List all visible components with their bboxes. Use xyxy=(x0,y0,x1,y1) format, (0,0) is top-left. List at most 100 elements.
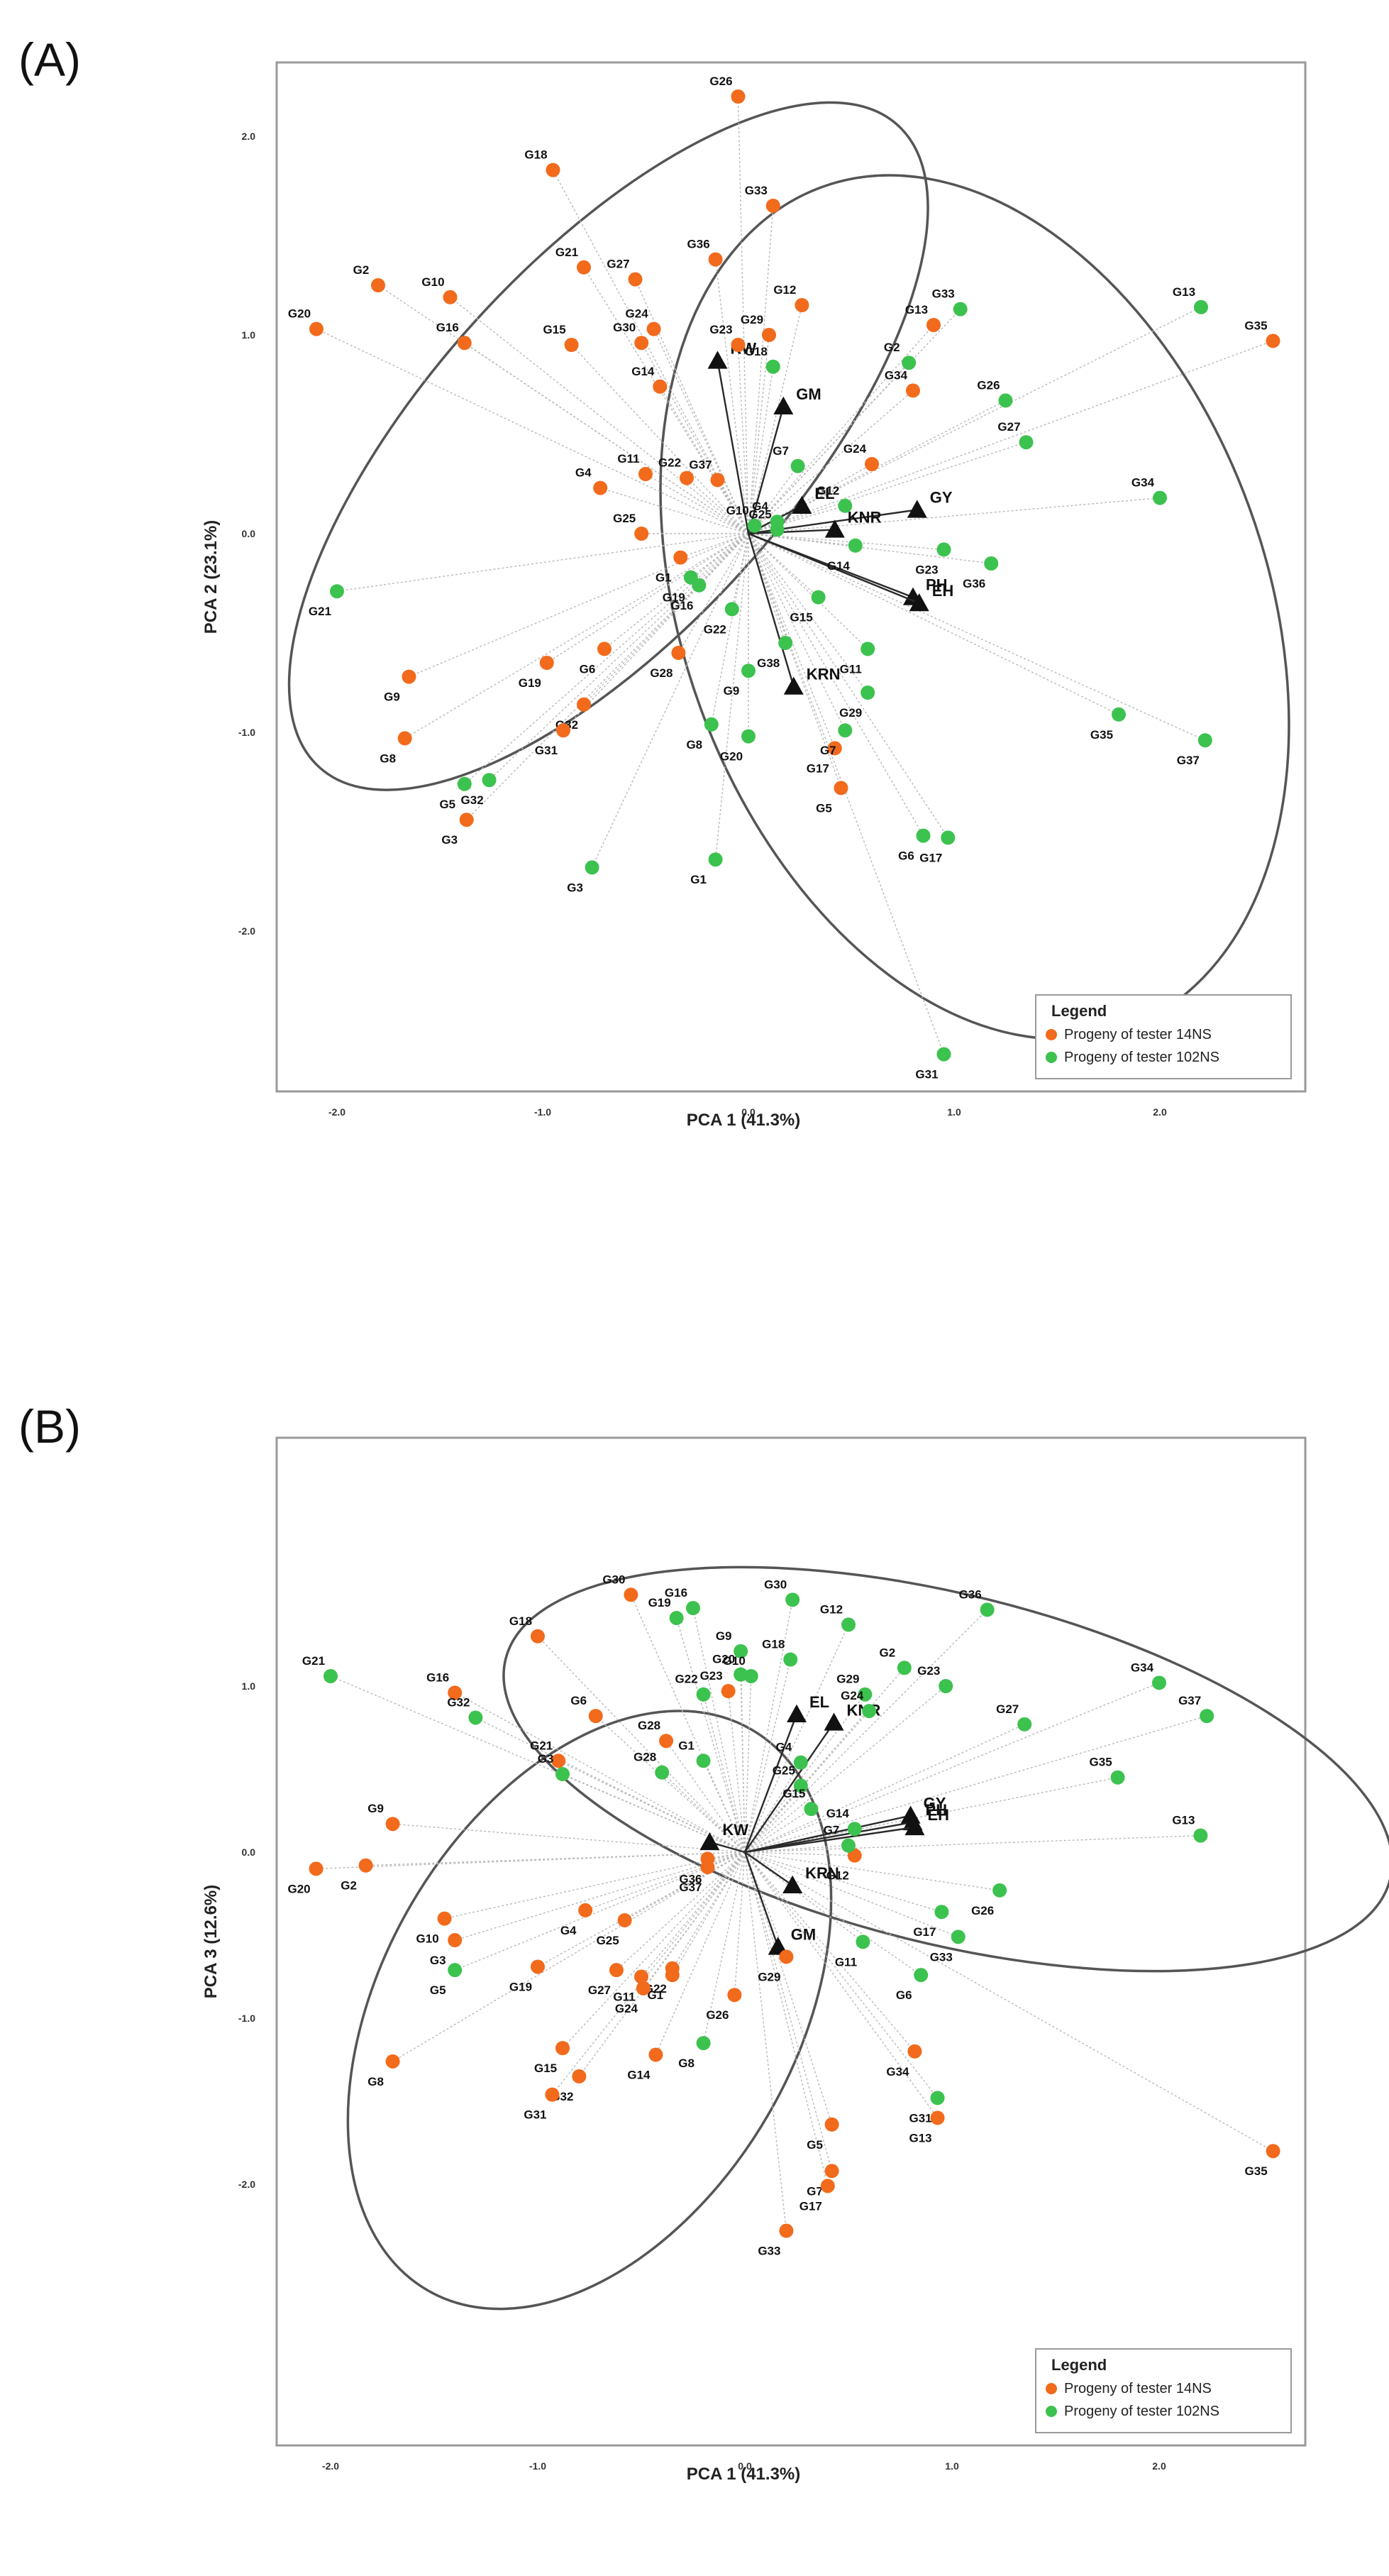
point-label: G12 xyxy=(817,484,839,497)
data-point xyxy=(865,457,879,471)
point-label: G12 xyxy=(826,1869,849,1883)
point-label: G36 xyxy=(679,1872,702,1886)
trait-vector xyxy=(747,533,795,687)
point-label: G5 xyxy=(816,801,832,815)
data-point xyxy=(448,1685,463,1700)
data-point xyxy=(593,480,608,495)
point-link xyxy=(591,533,749,868)
point-label: G19 xyxy=(648,1596,671,1609)
x-tick-label: -1.0 xyxy=(529,2460,546,2472)
point-label: G35 xyxy=(1090,1756,1112,1769)
point-label: G35 xyxy=(1090,728,1113,742)
point-label: G23 xyxy=(700,1669,723,1683)
data-point xyxy=(847,1822,862,1837)
trait-vector-head xyxy=(904,1817,925,1836)
y-tick-label: 0.0 xyxy=(242,1846,256,1858)
point-link xyxy=(680,533,749,558)
data-point xyxy=(577,697,591,712)
point-label: G34 xyxy=(1131,1661,1154,1674)
data-point xyxy=(692,578,707,593)
point-link xyxy=(744,1600,793,1853)
cluster-ellipse-2 xyxy=(346,1710,833,2311)
point-label: G24 xyxy=(626,307,649,321)
point-label: G30 xyxy=(764,1578,787,1591)
point-link xyxy=(466,533,749,820)
data-point xyxy=(811,590,826,605)
point-label: G14 xyxy=(627,2068,651,2081)
data-point xyxy=(779,1949,794,1964)
point-link xyxy=(748,533,924,836)
point-label: G16 xyxy=(426,1670,449,1684)
data-point xyxy=(848,538,863,553)
point-link xyxy=(744,1659,791,1853)
point-label: G14 xyxy=(827,559,851,573)
point-link xyxy=(692,1607,746,1853)
trait-label: KW xyxy=(722,1821,748,1839)
trait-vector xyxy=(743,1851,779,1947)
trait-label: GM xyxy=(791,1925,816,1943)
data-point xyxy=(783,1652,798,1667)
data-point xyxy=(897,1661,912,1675)
point-label: G21 xyxy=(555,246,578,259)
data-point xyxy=(926,318,941,332)
point-label: G29 xyxy=(741,313,763,326)
x-tick-label: 1.0 xyxy=(947,1106,961,1118)
point-label: G15 xyxy=(790,611,813,624)
data-point xyxy=(930,2091,945,2106)
trait-label: KRN xyxy=(807,666,841,683)
point-link xyxy=(454,1851,746,1941)
point-label: G37 xyxy=(1177,754,1200,767)
data-point xyxy=(747,518,762,533)
trait-label: GY xyxy=(930,488,953,506)
point-label: G18 xyxy=(524,148,547,162)
point-label: G2 xyxy=(884,341,900,354)
data-point xyxy=(838,723,853,738)
panel-b-label: (B) xyxy=(18,1400,81,1453)
x-tick-label: 2.0 xyxy=(1153,1106,1167,1118)
data-point xyxy=(609,1963,624,1978)
point-label: G36 xyxy=(687,238,710,251)
data-point xyxy=(448,1963,463,1978)
point-link xyxy=(744,1724,1025,1853)
x-tick-label: -2.0 xyxy=(328,1106,345,1118)
data-point xyxy=(671,646,686,660)
point-label: G8 xyxy=(367,2075,384,2088)
trait-vector xyxy=(744,1826,915,1854)
data-point xyxy=(680,470,694,485)
point-link xyxy=(661,1772,746,1853)
x-tick-label: 0.0 xyxy=(741,1106,756,1118)
y-tick-label: -1.0 xyxy=(238,727,255,738)
data-point xyxy=(1193,1828,1208,1843)
data-point xyxy=(634,336,649,351)
data-point xyxy=(793,1778,808,1793)
point-link xyxy=(714,533,749,860)
trait-vector xyxy=(744,1722,835,1853)
point-link xyxy=(316,328,749,534)
point-link xyxy=(748,304,803,534)
point-label: G8 xyxy=(678,2057,694,2070)
point-label: G3 xyxy=(567,881,583,894)
point-link xyxy=(744,1851,915,2052)
point-link xyxy=(748,533,948,838)
data-point xyxy=(841,1617,856,1632)
point-label: G22 xyxy=(704,622,726,636)
point-label: G4 xyxy=(575,466,592,480)
point-label: G17 xyxy=(919,851,942,864)
point-label: G24 xyxy=(843,442,867,456)
point-label: G33 xyxy=(745,184,768,197)
data-point xyxy=(437,1911,452,1926)
data-point xyxy=(743,1668,758,1683)
point-link xyxy=(450,297,749,534)
data-point xyxy=(634,527,649,541)
point-link xyxy=(744,1851,1273,2152)
point-label: G26 xyxy=(971,1904,994,1917)
data-point xyxy=(371,278,385,292)
data-point xyxy=(1266,334,1280,348)
point-link xyxy=(744,1785,802,1853)
point-link xyxy=(365,1851,746,1866)
point-link xyxy=(690,533,749,578)
point-label: G32 xyxy=(461,793,484,807)
data-point xyxy=(727,1988,742,2003)
trait-vector-head xyxy=(699,1832,720,1851)
point-link xyxy=(744,1851,939,2118)
